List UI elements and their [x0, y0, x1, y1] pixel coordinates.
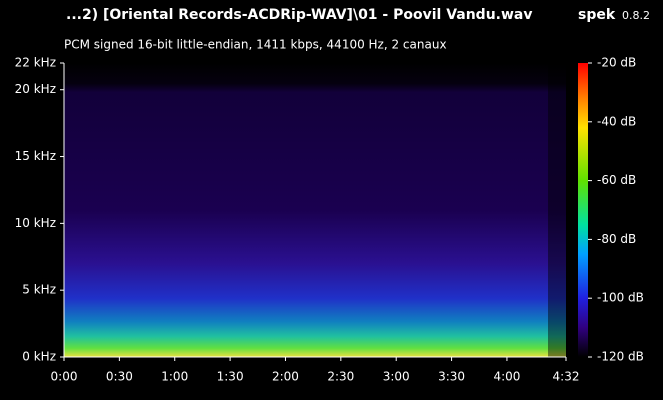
fade-out: [548, 63, 566, 357]
color-bar: [578, 63, 588, 357]
x-tick-label: 1:00: [161, 370, 188, 384]
y-tick-label: 0 kHz: [22, 350, 56, 364]
color-tick-label: -40 dB: [597, 114, 636, 128]
color-tick-label: -20 dB: [597, 56, 636, 70]
x-tick-label: 3:30: [438, 370, 465, 384]
file-title: ...2) [Oriental Records-ACDRip-WAV]\01 -…: [66, 7, 533, 23]
x-tick-label: 2:00: [272, 370, 299, 384]
x-tick-label: 1:30: [217, 370, 244, 384]
x-tick-label: 3:00: [383, 370, 410, 384]
color-tick-label: -100 dB: [597, 291, 644, 305]
x-tick-label: 0:30: [106, 370, 133, 384]
color-tick-label: -120 dB: [597, 350, 644, 364]
x-tick-label: 4:32: [553, 370, 580, 384]
subtitle: PCM signed 16-bit little-endian, 1411 kb…: [64, 38, 447, 52]
x-tick-label: 4:00: [493, 370, 520, 384]
y-tick-label: 20 kHz: [15, 82, 56, 96]
x-tick-label: 2:30: [327, 370, 354, 384]
app-name: spek: [578, 7, 616, 23]
x-tick-label: 0:00: [51, 370, 78, 384]
y-tick-label: 22 kHz: [15, 56, 56, 70]
color-tick-label: -60 dB: [597, 173, 636, 187]
app-version: 0.8.2: [622, 9, 650, 22]
y-tick-label: 10 kHz: [15, 216, 56, 230]
color-tick-label: -80 dB: [597, 232, 636, 246]
y-tick-label: 15 kHz: [15, 149, 56, 163]
y-tick-label: 5 kHz: [22, 283, 56, 297]
spectrogram: [64, 63, 566, 357]
